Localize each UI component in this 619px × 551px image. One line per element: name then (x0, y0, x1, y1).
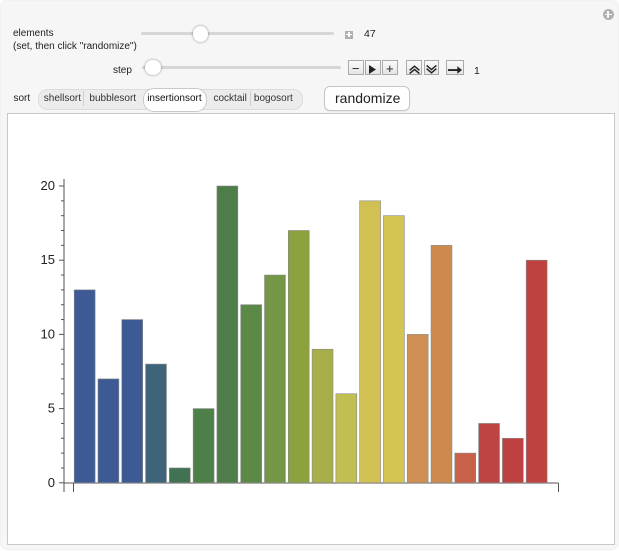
svg-text:10: 10 (41, 326, 55, 341)
svg-text:20: 20 (41, 178, 55, 193)
svg-text:5: 5 (48, 401, 55, 416)
svg-text:15: 15 (41, 252, 55, 267)
svg-text:0: 0 (48, 475, 55, 490)
